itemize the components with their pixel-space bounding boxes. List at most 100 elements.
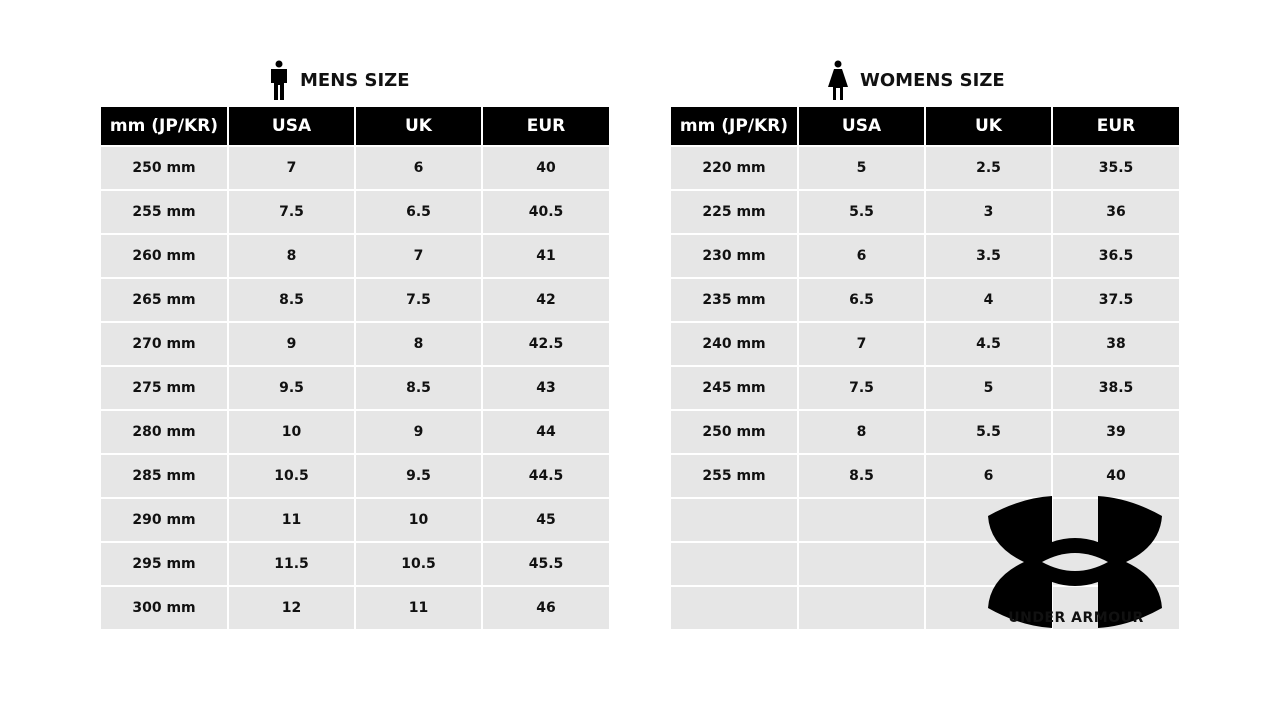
table-cell: 38.5 (1051, 365, 1179, 410)
table-cell: 225 mm (671, 189, 798, 234)
table-row: 275 mm 9.5 8.5 43 (101, 365, 609, 410)
mens-size-table: mm (JP/KR) USA UK EUR 250 mm 7 6 40 255 mm 7.5 6.… (101, 107, 609, 629)
table-cell: 280 mm (101, 409, 228, 454)
table-row: 255 mm 7.5 6.5 40.5 (101, 189, 609, 234)
table-cell: 11.5 (227, 541, 355, 586)
table-cell: 6 (354, 145, 482, 190)
table-cell: 260 mm (101, 233, 228, 278)
table-cell: 44.5 (481, 453, 609, 498)
table-row: 230 mm 6 3.5 36.5 (671, 233, 1179, 278)
man-icon (271, 60, 287, 100)
table-cell: 6 (924, 453, 1052, 498)
table-cell: 11 (227, 497, 355, 542)
column-header: EUR (481, 107, 609, 146)
header-row: mm (JP/KR) USA UK EUR (101, 107, 609, 146)
table-cell: 10 (354, 497, 482, 542)
table-cell: 235 mm (671, 277, 798, 322)
table-cell: 6 (797, 233, 925, 278)
table-cell: 40 (481, 145, 609, 190)
table-cell: 40 (1051, 453, 1179, 498)
column-header: USA (227, 107, 355, 146)
table-cell: 42 (481, 277, 609, 322)
under-armour-wordmark: UNDER ARMOUR (1008, 610, 1144, 626)
table-cell: 45 (481, 497, 609, 542)
table-cell: 10.5 (354, 541, 482, 586)
table-row: 300 mm 12 11 46 (101, 585, 609, 629)
table-cell: 2.5 (924, 145, 1052, 190)
table-cell: 7 (227, 145, 355, 190)
table-cell: 5 (797, 145, 925, 190)
table-cell: 3 (924, 189, 1052, 234)
table-cell: 9 (227, 321, 355, 366)
table-cell: 11 (354, 585, 482, 629)
column-header: UK (924, 107, 1052, 146)
under-armour-logo (988, 496, 1162, 628)
table-cell (797, 585, 925, 629)
table-row: 250 mm 8 5.5 39 (671, 409, 1179, 454)
column-header: mm (JP/KR) (671, 107, 798, 146)
table-row: 295 mm 11.5 10.5 45.5 (101, 541, 609, 586)
table-cell: 12 (227, 585, 355, 629)
table-cell: 43 (481, 365, 609, 410)
table-cell: 7 (354, 233, 482, 278)
table-cell: 35.5 (1051, 145, 1179, 190)
table-row: 220 mm 5 2.5 35.5 (671, 145, 1179, 190)
table-row (671, 541, 1179, 586)
table-cell: 5.5 (924, 409, 1052, 454)
table-cell: 42.5 (481, 321, 609, 366)
womens-size-table: mm (JP/KR) USA UK EUR 220 mm 5 2.5 35.5 225 mm 5… (671, 107, 1179, 629)
table-row: 285 mm 10.5 9.5 44.5 (101, 453, 609, 498)
table-cell: 44 (481, 409, 609, 454)
column-header: EUR (1051, 107, 1179, 146)
table-cell: 36 (1051, 189, 1179, 234)
table-cell: 10.5 (227, 453, 355, 498)
table-row: 235 mm 6.5 4 37.5 (671, 277, 1179, 322)
table-cell: 4 (924, 277, 1052, 322)
womens-size-title: WOMENS SIZE (826, 60, 1005, 100)
table-cell: 8.5 (227, 277, 355, 322)
table-cell (671, 585, 798, 629)
table-cell: 8 (227, 233, 355, 278)
column-header: USA (797, 107, 925, 146)
table-cell: 255 mm (671, 453, 798, 498)
table-cell: 36.5 (1051, 233, 1179, 278)
table-row: 265 mm 8.5 7.5 42 (101, 277, 609, 322)
table-row: 245 mm 7.5 5 38.5 (671, 365, 1179, 410)
table-cell: 250 mm (101, 145, 228, 190)
table-row: 290 mm 11 10 45 (101, 497, 609, 542)
table-cell (671, 541, 798, 586)
table-row: 225 mm 5.5 3 36 (671, 189, 1179, 234)
table-cell: 9.5 (354, 453, 482, 498)
table-cell: 6.5 (797, 277, 925, 322)
table-cell: 8 (354, 321, 482, 366)
table-cell: 300 mm (101, 585, 228, 629)
table-cell: 220 mm (671, 145, 798, 190)
table-cell: 9.5 (227, 365, 355, 410)
table-cell: 295 mm (101, 541, 228, 586)
table-cell: 10 (227, 409, 355, 454)
table-cell: 255 mm (101, 189, 228, 234)
table-row: 255 mm 8.5 6 40 (671, 453, 1179, 498)
table-row: 240 mm 7 4.5 38 (671, 321, 1179, 366)
table-cell (671, 497, 798, 542)
table-cell (797, 541, 925, 586)
column-header: mm (JP/KR) (101, 107, 228, 146)
header-row: mm (JP/KR) USA UK EUR (671, 107, 1179, 146)
table-cell: 46 (481, 585, 609, 629)
table-cell: 290 mm (101, 497, 228, 542)
table-cell: 3.5 (924, 233, 1052, 278)
mens-size-title: MENS SIZE (268, 60, 410, 100)
table-cell: 4.5 (924, 321, 1052, 366)
table-cell: 37.5 (1051, 277, 1179, 322)
table-cell: 9 (354, 409, 482, 454)
table-row: 280 mm 10 9 44 (101, 409, 609, 454)
table-cell: 7 (797, 321, 925, 366)
woman-icon (828, 60, 848, 100)
womens-title-text: WOMENS SIZE (860, 69, 1005, 91)
table-cell: 39 (1051, 409, 1179, 454)
table-cell: 5 (924, 365, 1052, 410)
table-cell: 41 (481, 233, 609, 278)
column-header: UK (354, 107, 482, 146)
table-cell (797, 497, 925, 542)
table-cell: 230 mm (671, 233, 798, 278)
